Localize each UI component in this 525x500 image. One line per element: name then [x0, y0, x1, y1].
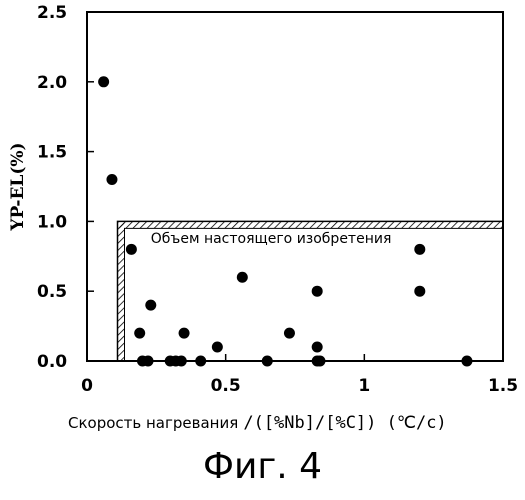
x-tick-label: 1 [358, 376, 370, 396]
data-point [126, 244, 137, 255]
data-point [195, 356, 206, 367]
data-point [461, 356, 472, 367]
invention-region-label: Объем настоящего изобретения [151, 231, 392, 247]
region-hatch-left [118, 221, 125, 361]
data-point [414, 286, 425, 297]
y-tick-label: 0.0 [37, 352, 67, 372]
x-axis-label: Скорость нагревания /([%Nb]/[%C]) (℃/c) [68, 413, 447, 433]
data-point [179, 328, 190, 339]
y-tick-label: 2.5 [37, 3, 67, 23]
data-point [98, 76, 109, 87]
data-point [414, 244, 425, 255]
region-hatch-top [118, 221, 503, 228]
data-point [312, 286, 323, 297]
x-axis-label-prefix: Скорость нагревания [68, 414, 238, 432]
y-tick-label: 0.5 [37, 282, 67, 302]
data-point [134, 328, 145, 339]
data-point [284, 328, 295, 339]
x-tick-label: 1.5 [488, 376, 518, 396]
scatter-chart: 0.0 0.5 1.0 1.5 2.0 2.5 0 0.5 1 1.5 Объем настоящ… [0, 0, 525, 440]
figure-caption: Фиг. 4 [0, 445, 525, 489]
y-tick-label: 1.0 [37, 212, 67, 232]
data-point [106, 174, 117, 185]
data-point [176, 356, 187, 367]
data-point [143, 356, 154, 367]
data-point [212, 342, 223, 353]
data-point [237, 272, 248, 283]
y-tick-label: 2.0 [37, 73, 67, 93]
data-point [262, 356, 273, 367]
x-tick-label: 0.5 [211, 376, 241, 396]
data-point [314, 356, 325, 367]
y-tick-label: 1.5 [37, 143, 67, 163]
data-point [312, 342, 323, 353]
x-tick-label: 0 [81, 376, 93, 396]
axes: 0.0 0.5 1.0 1.5 2.0 2.5 0 0.5 1 1.5 [37, 3, 518, 396]
data-point [145, 300, 156, 311]
y-axis-label: YP-EL(%) [8, 142, 28, 231]
x-axis-label-formula: /([%Nb]/[%C]) (℃/c) [243, 413, 446, 433]
